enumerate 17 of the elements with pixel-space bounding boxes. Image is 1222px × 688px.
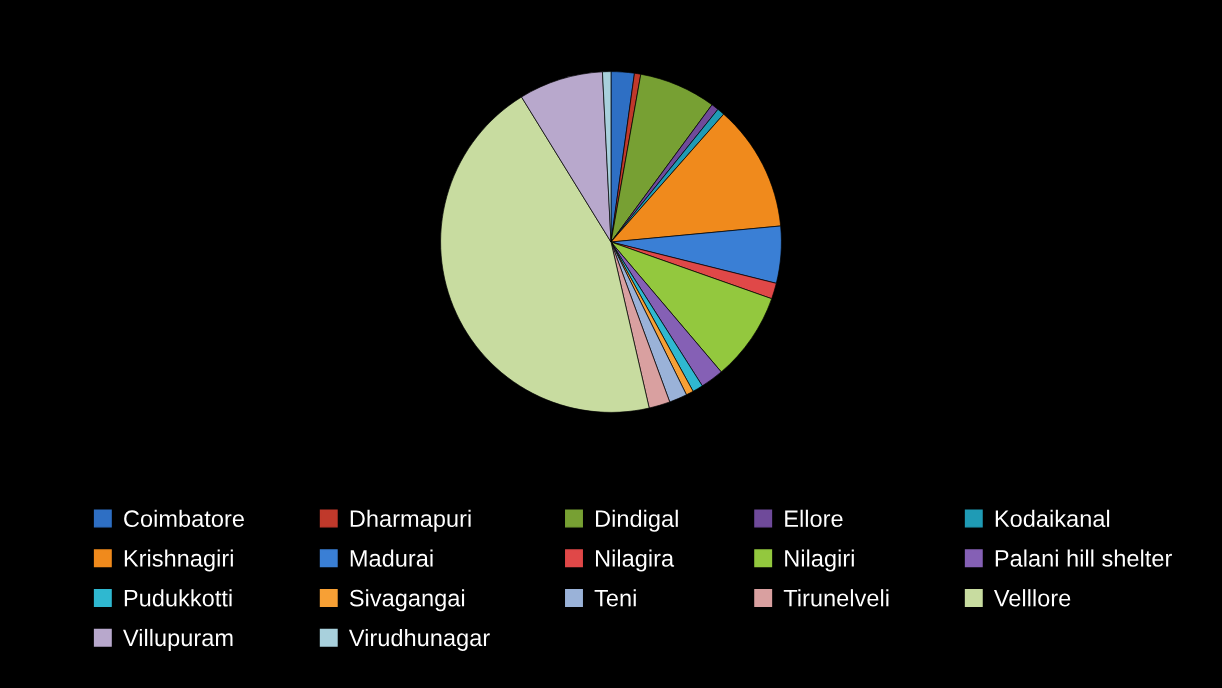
legend-label: Dindigal [596, 509, 678, 532]
legend-label: Pudukkotti [124, 589, 232, 607]
legend-label: Sivagangai [349, 589, 465, 612]
legend-label: Tirunelveli [783, 589, 889, 607]
legend-label: Ellore [785, 509, 843, 528]
legend-label: Teni [594, 589, 636, 607]
legend-label: Virudhunagar [348, 628, 490, 651]
legend-label: Nilagira [596, 549, 675, 572]
legend-label: Palani hill shelter [995, 549, 1172, 567]
legend-label: Dharmapuri [350, 509, 471, 532]
legend-label: Kodaikanal [995, 509, 1110, 528]
legend-label: Velllore [993, 589, 1071, 607]
legend-label: Coimbatore [124, 509, 244, 528]
legend-label: Nilagiri [785, 549, 854, 572]
legend-label: Krishnagiri [124, 549, 233, 572]
legend-label: Villupuram [123, 628, 233, 651]
legend-label: Madurai [350, 549, 433, 567]
